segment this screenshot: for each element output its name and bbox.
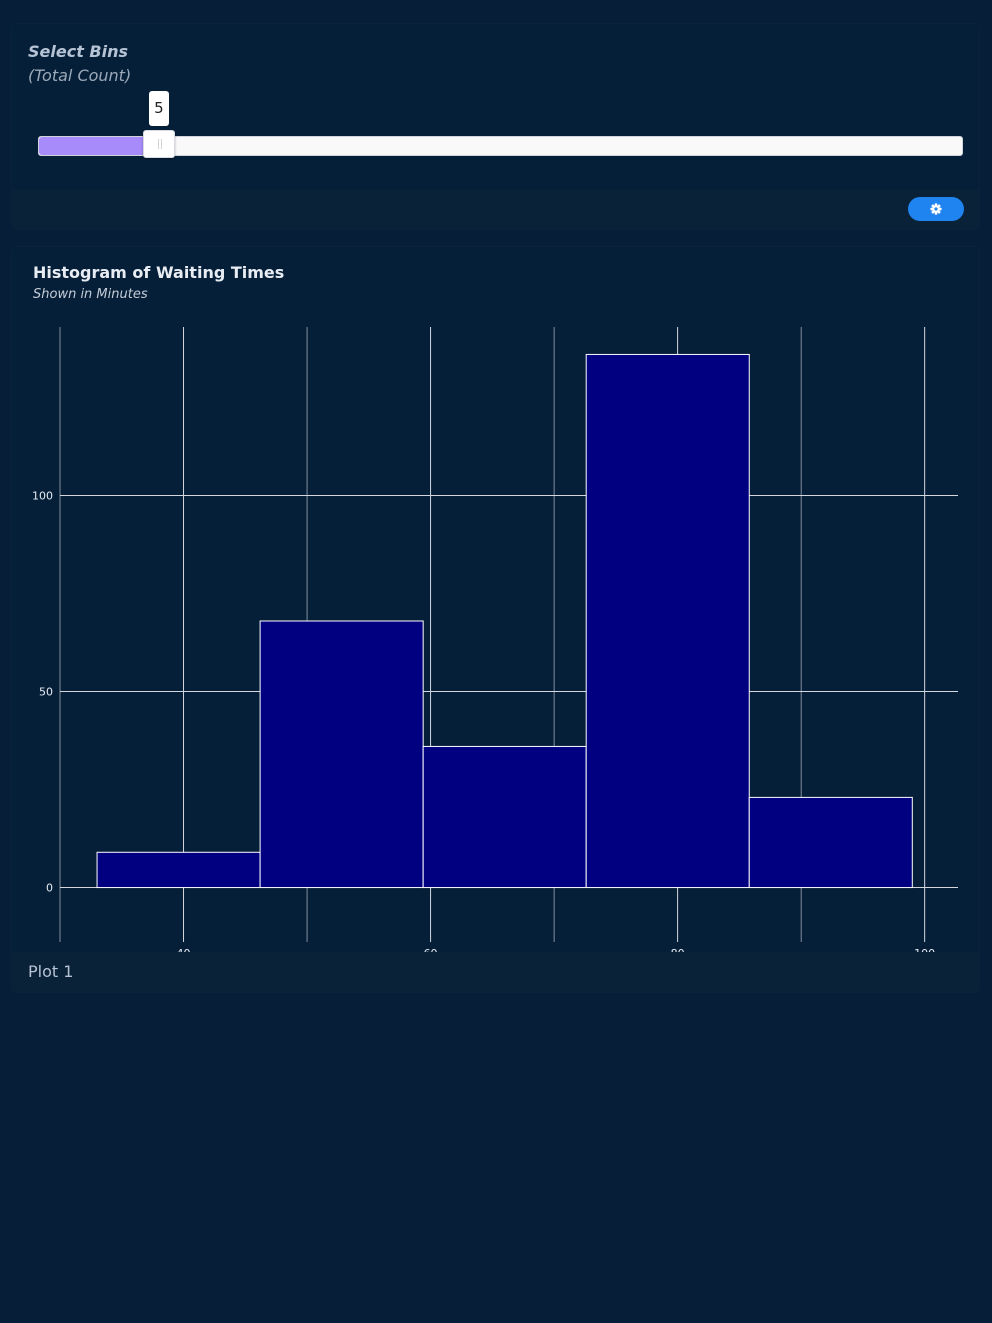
y-tick-label: 100 <box>32 490 53 503</box>
x-tick-label: 60 <box>424 947 438 952</box>
slider-label: Select Bins <box>28 42 129 61</box>
plot-panel: 40 60 80 100 0 50 100 Histogram of Waiting Tim… <box>12 247 979 992</box>
histogram-bar <box>259 620 424 889</box>
input-panel-footer <box>12 189 979 229</box>
settings-button[interactable] <box>908 197 964 221</box>
plot-title: Histogram of Waiting Times <box>33 263 285 282</box>
histogram-bar <box>96 851 261 889</box>
input-panel: Select Bins (Total Count) 5 <box>12 24 979 229</box>
x-tick-label: 40 <box>177 947 191 952</box>
plot-subtitle: Shown in Minutes <box>33 287 148 302</box>
bins-slider-track[interactable] <box>38 136 963 156</box>
histogram-bar <box>585 353 750 889</box>
x-tick-label: 100 <box>914 947 935 952</box>
plot-footer-label: Plot 1 <box>28 962 74 981</box>
x-tick-label: 80 <box>671 947 685 952</box>
plot-panel-footer: Plot 1 <box>12 952 979 992</box>
y-tick-label: 0 <box>46 882 53 895</box>
histogram-bar <box>422 745 587 889</box>
y-tick-label: 50 <box>39 686 53 699</box>
gear-icon <box>930 203 942 215</box>
slider-sublabel: (Total Count) <box>28 66 132 85</box>
histogram-bar <box>748 796 913 889</box>
bins-slider-fill <box>39 137 160 155</box>
bins-slider-value: 5 <box>148 91 169 126</box>
histogram-chart: 40 60 80 100 0 50 100 <box>32 327 958 952</box>
bins-slider-handle[interactable] <box>142 130 175 158</box>
